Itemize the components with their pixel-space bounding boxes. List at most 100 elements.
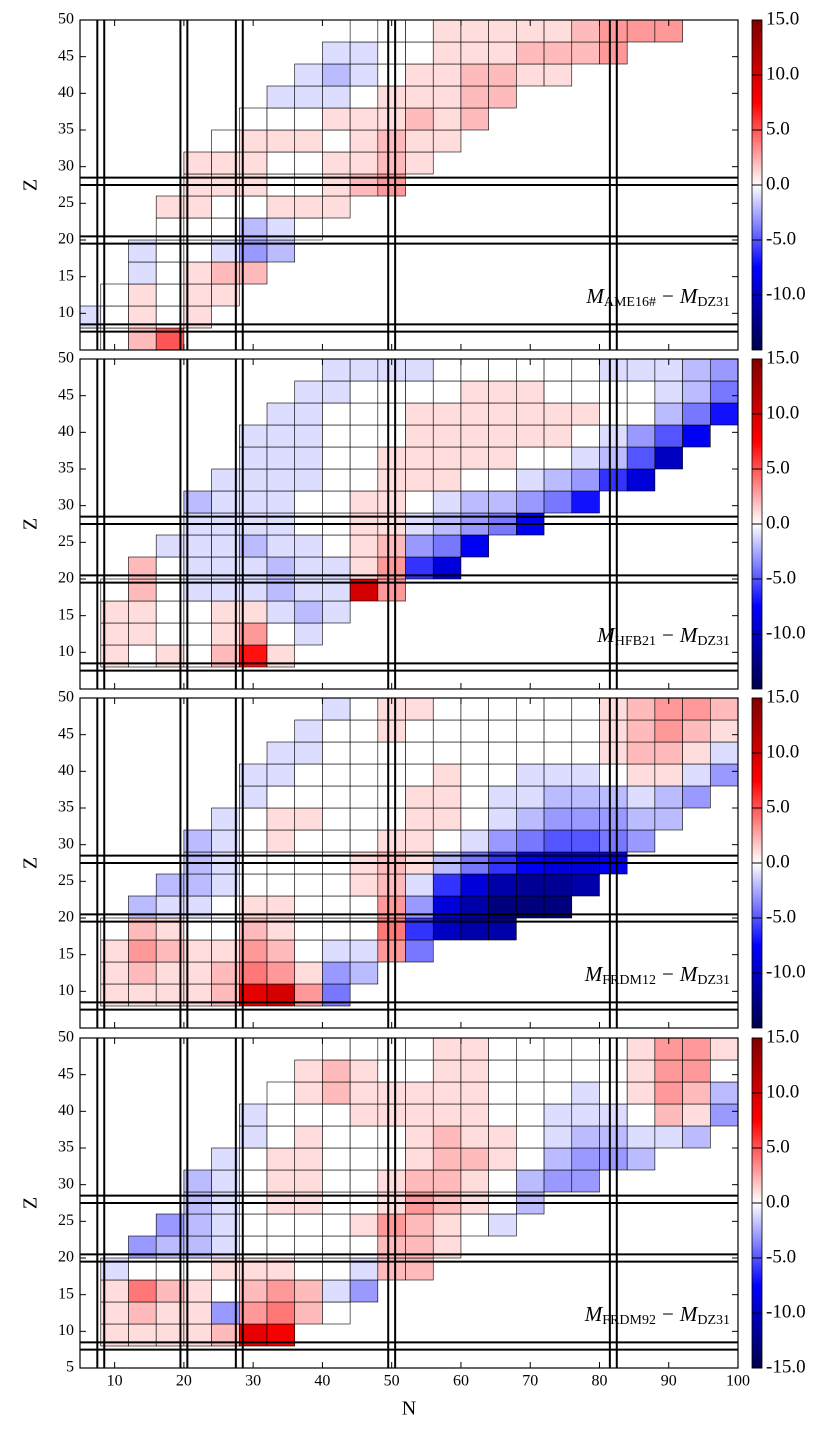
cell	[266, 600, 296, 624]
cell	[128, 283, 157, 307]
cell	[266, 129, 296, 153]
cell	[349, 424, 379, 448]
cell	[405, 1169, 434, 1193]
y-tick-label: 15	[58, 1285, 74, 1302]
cell	[377, 873, 406, 897]
cell	[654, 446, 683, 470]
cell	[488, 698, 517, 721]
plot-frame	[79, 1037, 739, 1369]
y-tick-label: 40	[58, 762, 74, 779]
cell	[626, 359, 656, 382]
cell	[599, 741, 628, 765]
x-tick-label: 20	[176, 1373, 192, 1390]
cell	[349, 129, 379, 153]
cell	[571, 468, 600, 492]
cell	[460, 1125, 489, 1149]
cell	[432, 41, 462, 65]
ann-m: M	[679, 1302, 699, 1326]
cell	[654, 1125, 683, 1149]
cell	[460, 763, 489, 787]
cell	[294, 1059, 323, 1083]
plot-area	[80, 698, 738, 1028]
colorbar-tick-label: 5.0	[766, 1136, 790, 1157]
cell	[266, 785, 296, 809]
y-tick-label: 40	[58, 84, 74, 101]
cell	[626, 785, 656, 809]
cell	[322, 1103, 351, 1127]
colorbar-tick-label: 10.0	[766, 741, 799, 762]
cell	[266, 829, 296, 853]
cell	[266, 939, 296, 963]
cell	[128, 1301, 157, 1325]
cell	[516, 1169, 545, 1193]
cell	[709, 402, 738, 426]
ann-sub: FRDM12	[602, 973, 656, 988]
cell	[599, 1038, 628, 1061]
cell	[405, 1125, 434, 1149]
cell	[682, 1059, 711, 1083]
cell	[599, 359, 628, 382]
y-tick-label: 10	[58, 1322, 74, 1339]
cell	[405, 359, 434, 382]
ann-sub: DZ31	[697, 973, 730, 988]
colorbar-tick-label: -10.0	[766, 622, 806, 643]
cell	[543, 1081, 573, 1105]
cell	[349, 534, 379, 558]
cell	[322, 1081, 351, 1105]
cell	[709, 1059, 738, 1083]
cell	[432, 698, 462, 721]
cell	[266, 195, 296, 219]
cell	[266, 424, 296, 448]
y-tick-label: 50	[58, 350, 74, 367]
cell	[654, 380, 683, 404]
cell	[543, 424, 573, 448]
cell	[405, 107, 434, 131]
cell	[349, 939, 379, 963]
y-tick-label: 10	[58, 304, 74, 321]
cell	[349, 1213, 379, 1237]
cell	[377, 85, 406, 109]
cell	[322, 600, 351, 624]
cell	[460, 446, 489, 470]
cell	[709, 380, 738, 404]
cell	[377, 1081, 406, 1105]
cell	[516, 490, 545, 514]
cell	[405, 785, 434, 809]
cell	[599, 1059, 628, 1083]
cell	[599, 1103, 628, 1127]
cell	[571, 1125, 600, 1149]
cell	[322, 961, 351, 985]
cell	[266, 85, 296, 109]
cell	[349, 41, 379, 65]
cell	[599, 829, 628, 853]
y-axis-label: Z	[20, 1197, 42, 1209]
cell	[432, 1213, 462, 1237]
cell	[405, 468, 434, 492]
cell	[432, 380, 462, 404]
ann-m: M	[679, 623, 699, 647]
cell	[460, 785, 489, 809]
y-tick-label: 40	[58, 1102, 74, 1119]
cell	[571, 1103, 600, 1127]
cell	[322, 1125, 351, 1149]
cell	[432, 1125, 462, 1149]
ann-sub: DZ31	[697, 295, 730, 310]
cell	[377, 1169, 406, 1193]
ann-sub: HFB21	[615, 634, 656, 649]
colorbar-tick-label: 15.0	[766, 347, 799, 368]
cell	[488, 807, 517, 831]
cell	[432, 719, 462, 743]
cell	[266, 873, 296, 897]
cell	[432, 807, 462, 831]
cell	[488, 1081, 517, 1105]
cell	[405, 402, 434, 426]
cell	[432, 873, 462, 897]
cell	[488, 20, 517, 43]
cell	[488, 63, 517, 87]
x-tick-label: 70	[522, 1373, 538, 1390]
cell	[349, 468, 379, 492]
cell	[377, 939, 406, 963]
cell	[322, 41, 351, 65]
cell	[626, 741, 656, 765]
cell	[266, 763, 296, 787]
